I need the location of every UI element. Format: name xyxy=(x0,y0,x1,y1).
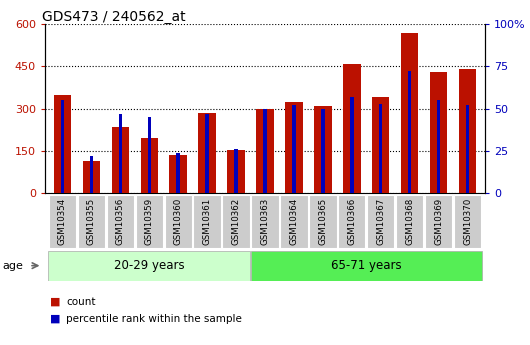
Bar xyxy=(314,106,332,193)
Bar xyxy=(343,63,360,193)
Text: GSM10364: GSM10364 xyxy=(289,198,298,245)
Bar xyxy=(227,149,245,193)
Bar xyxy=(372,97,390,193)
Text: 65-71 years: 65-71 years xyxy=(331,259,402,272)
Text: GSM10367: GSM10367 xyxy=(376,198,385,245)
Bar xyxy=(78,195,105,248)
Bar xyxy=(292,105,296,193)
Bar xyxy=(251,195,279,248)
Bar xyxy=(350,97,354,193)
Text: ■: ■ xyxy=(50,297,61,307)
Bar xyxy=(379,104,383,193)
Bar xyxy=(257,109,273,193)
Bar xyxy=(112,127,129,193)
Text: percentile rank within the sample: percentile rank within the sample xyxy=(66,314,242,324)
Bar xyxy=(401,32,418,193)
Bar xyxy=(140,138,158,193)
Bar xyxy=(193,195,221,248)
Bar xyxy=(170,155,187,193)
Bar xyxy=(90,156,93,193)
Bar xyxy=(459,69,476,193)
Bar xyxy=(136,195,163,248)
Text: GSM10362: GSM10362 xyxy=(232,198,241,245)
Bar xyxy=(54,95,71,193)
Bar xyxy=(408,71,411,193)
Bar xyxy=(83,161,100,193)
Bar xyxy=(198,113,216,193)
Text: GSM10360: GSM10360 xyxy=(174,198,183,245)
Text: GSM10359: GSM10359 xyxy=(145,198,154,245)
Text: GSM10354: GSM10354 xyxy=(58,198,67,245)
Text: GSM10355: GSM10355 xyxy=(87,198,96,245)
Text: GSM10365: GSM10365 xyxy=(319,198,328,245)
Bar xyxy=(437,100,440,193)
Bar xyxy=(164,195,192,248)
Text: ■: ■ xyxy=(50,314,61,324)
Bar xyxy=(430,72,447,193)
Text: GSM10356: GSM10356 xyxy=(116,198,125,245)
Bar xyxy=(251,251,482,280)
Text: GSM10370: GSM10370 xyxy=(463,198,472,245)
Bar xyxy=(107,195,134,248)
Bar xyxy=(425,195,452,248)
Text: GSM10368: GSM10368 xyxy=(405,198,414,245)
Text: age: age xyxy=(3,261,23,270)
Bar xyxy=(234,149,238,193)
Bar xyxy=(285,102,303,193)
Bar xyxy=(60,100,64,193)
Bar xyxy=(454,195,481,248)
Bar xyxy=(147,117,151,193)
Text: 20-29 years: 20-29 years xyxy=(113,259,184,272)
Bar xyxy=(396,195,423,248)
Text: GSM10363: GSM10363 xyxy=(261,198,269,245)
Text: GSM10369: GSM10369 xyxy=(434,198,443,245)
Bar xyxy=(119,114,122,193)
Bar xyxy=(263,109,267,193)
Text: count: count xyxy=(66,297,96,307)
Bar xyxy=(466,105,470,193)
Text: GSM10361: GSM10361 xyxy=(202,198,211,245)
Bar xyxy=(338,195,366,248)
Bar xyxy=(206,114,209,193)
Bar xyxy=(280,195,307,248)
Bar xyxy=(223,195,250,248)
Text: GDS473 / 240562_at: GDS473 / 240562_at xyxy=(42,10,186,24)
Bar xyxy=(48,251,250,280)
Bar xyxy=(321,109,324,193)
Bar xyxy=(367,195,394,248)
Bar xyxy=(309,195,337,248)
Bar xyxy=(49,195,76,248)
Bar xyxy=(176,152,180,193)
Text: GSM10366: GSM10366 xyxy=(347,198,356,245)
